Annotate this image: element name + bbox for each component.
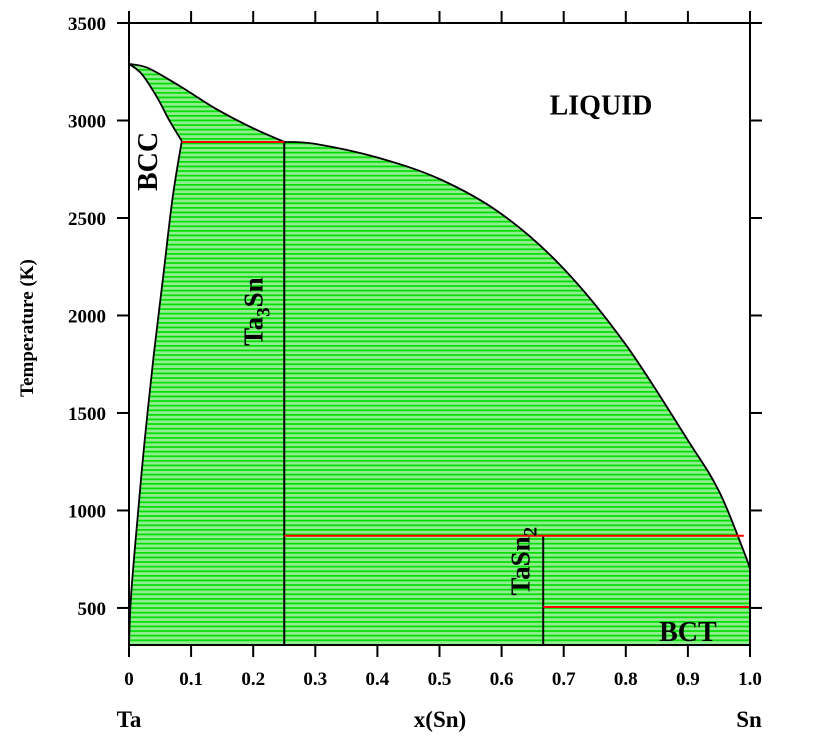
x-tick-label: 0.3 <box>303 669 327 690</box>
x-end-label-right: Sn <box>736 707 762 732</box>
y-axis-title: Temperature (K) <box>17 259 38 397</box>
region-bcc-ta3sn <box>129 141 285 645</box>
x-end-label-left: Ta <box>117 707 142 732</box>
x-tick-label: 0.1 <box>179 669 203 690</box>
boundary-liquidus-right <box>284 141 751 570</box>
region-label-bcc: BCC <box>133 132 164 191</box>
region-label-liquid: LIQUID <box>550 91 653 122</box>
x-tick-label: 0.4 <box>366 669 390 690</box>
y-tick-label: 3500 <box>68 14 106 35</box>
phase-label-tail: Sn <box>239 277 269 307</box>
y-tick-label: 2000 <box>68 306 106 327</box>
phase-label-subscript: 3 <box>254 307 275 317</box>
x-tick-label: 0.5 <box>428 669 452 690</box>
y-tick-label: 3000 <box>68 111 106 132</box>
phase-label-ta3sn: Ta3Sn <box>239 277 275 346</box>
phase-label-main: TaSn <box>506 536 536 595</box>
x-tick-label: 0.8 <box>614 669 638 690</box>
y-tick-label: 1500 <box>68 404 106 425</box>
y-tick-label: 500 <box>78 599 107 620</box>
region-label-bct: BCT <box>659 617 717 648</box>
x-tick-label: 0 <box>124 669 134 690</box>
boundary-liquidus-left <box>128 63 285 143</box>
y-tick-label: 2500 <box>68 209 106 230</box>
x-axis-title: x(Sn) <box>414 707 466 732</box>
x-tick-label: 0.2 <box>241 669 265 690</box>
phase-label-tasn2: TaSn2 <box>506 527 542 596</box>
x-tick-label: 0.9 <box>676 669 700 690</box>
phase-label-main: Ta <box>239 316 269 346</box>
x-tick-label: 1.0 <box>738 669 762 690</box>
phase-label-subscript: 2 <box>521 527 542 537</box>
region-ta3sn-liquid <box>284 141 750 645</box>
region-liquid-bcc <box>129 63 285 142</box>
boundary-bcc-solvus <box>128 140 183 646</box>
x-tick-label: 0.7 <box>552 669 576 690</box>
y-tick-label: 1000 <box>68 501 106 522</box>
boundary-bcc-liquidus <box>128 63 183 142</box>
x-tick-label: 0.6 <box>490 669 514 690</box>
